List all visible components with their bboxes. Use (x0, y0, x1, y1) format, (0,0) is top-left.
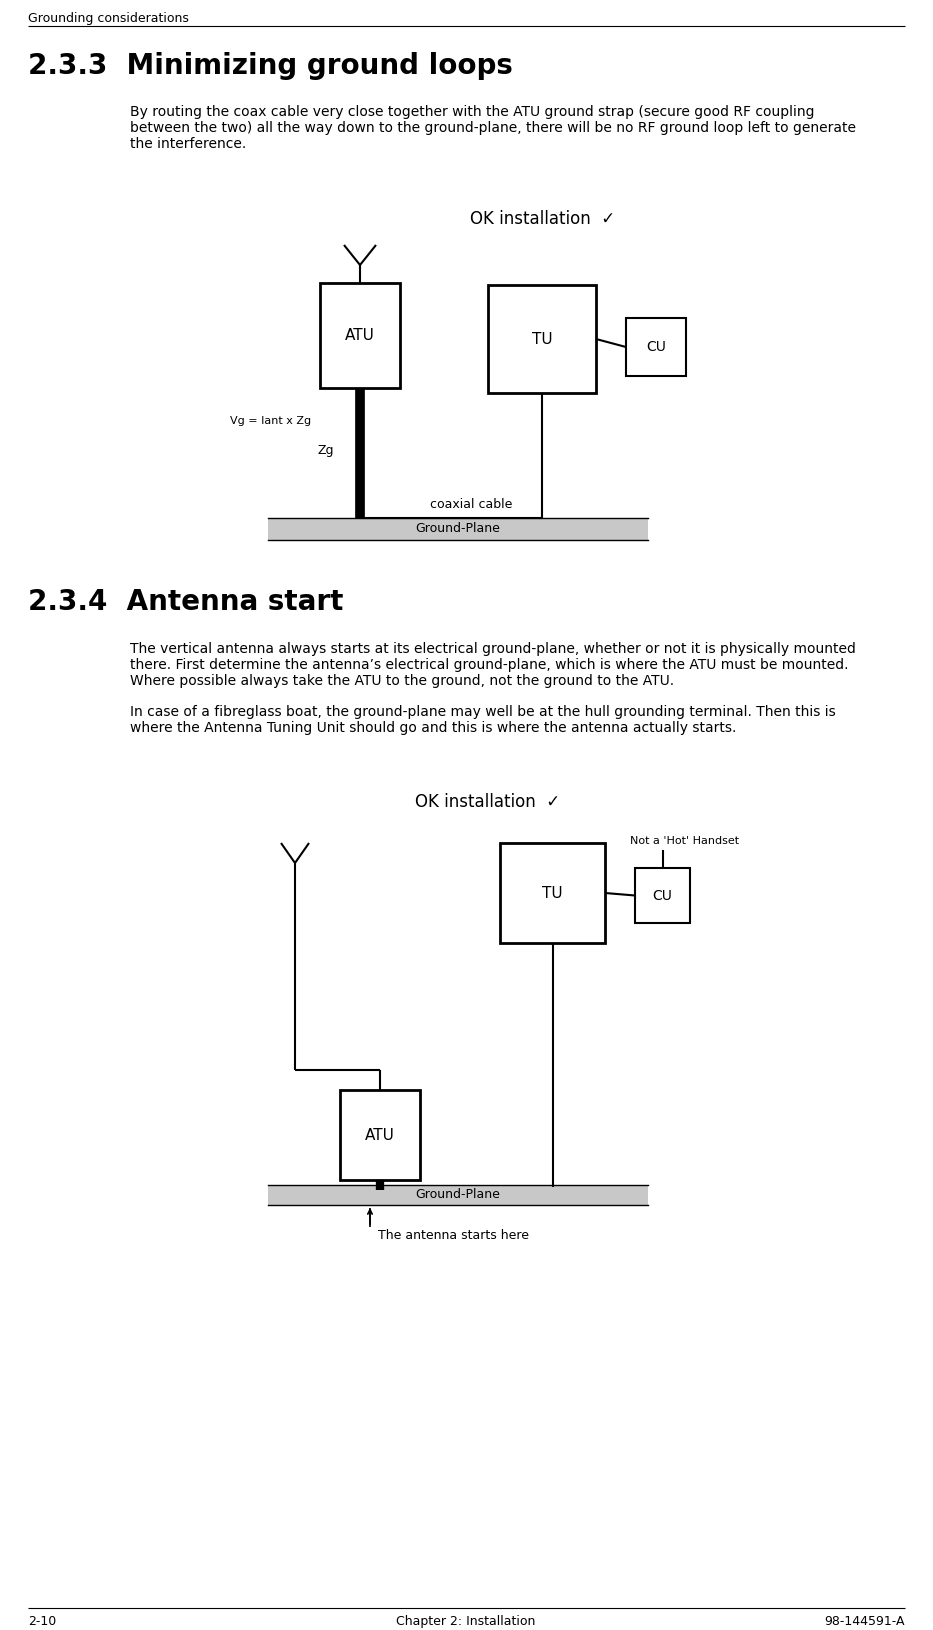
Text: coaxial cable: coaxial cable (430, 499, 512, 510)
Text: ATU: ATU (365, 1128, 395, 1143)
Text: In case of a fibreglass boat, the ground-plane may well be at the hull grounding: In case of a fibreglass boat, the ground… (130, 706, 836, 735)
Text: 2.3.3  Minimizing ground loops: 2.3.3 Minimizing ground loops (28, 52, 513, 80)
Text: ATU: ATU (345, 328, 375, 342)
Bar (635, 869, 690, 923)
Text: OK installation  ✓: OK installation ✓ (415, 794, 560, 812)
Bar (268, 518, 648, 540)
Text: CU: CU (646, 341, 666, 354)
Text: CU: CU (652, 888, 673, 903)
Text: Vg = Iant x Zg: Vg = Iant x Zg (230, 416, 311, 425)
Text: 2-10: 2-10 (28, 1615, 56, 1628)
Text: Chapter 2: Installation: Chapter 2: Installation (397, 1615, 536, 1628)
Bar (488, 285, 596, 393)
Text: TU: TU (542, 885, 563, 900)
Bar (340, 1090, 420, 1180)
Bar (320, 284, 400, 388)
Bar (268, 1185, 648, 1205)
Text: 98-144591-A: 98-144591-A (825, 1615, 905, 1628)
Text: The vertical antenna always starts at its electrical ground-plane, whether or no: The vertical antenna always starts at it… (130, 642, 856, 688)
Bar (626, 318, 686, 377)
Text: Not a 'Hot' Handset: Not a 'Hot' Handset (630, 836, 739, 846)
Text: OK installation  ✓: OK installation ✓ (470, 210, 615, 228)
Bar (500, 843, 605, 944)
Text: Grounding considerations: Grounding considerations (28, 11, 188, 24)
Text: 2.3.4  Antenna start: 2.3.4 Antenna start (28, 588, 343, 616)
Text: Zg: Zg (318, 443, 335, 456)
Text: By routing the coax cable very close together with the ATU ground strap (secure : By routing the coax cable very close tog… (130, 104, 856, 152)
Text: TU: TU (532, 331, 552, 347)
Text: Ground-Plane: Ground-Plane (415, 523, 500, 536)
Text: Ground-Plane: Ground-Plane (415, 1188, 500, 1201)
Text: The antenna starts here: The antenna starts here (378, 1229, 529, 1242)
